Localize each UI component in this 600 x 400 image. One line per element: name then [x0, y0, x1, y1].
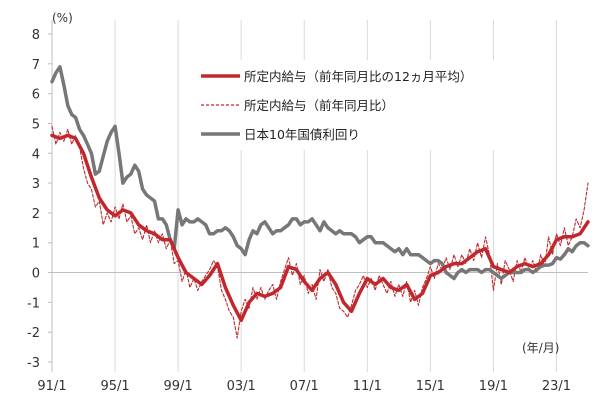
y-tick-label: 0 [32, 267, 40, 282]
series-lines [50, 65, 590, 339]
y-tick-label: 4 [32, 147, 40, 162]
legend: 所定内給与（前年同月比の12ヵ月平均） 所定内給与（前年同月比） 日本10年国債… [195, 60, 510, 150]
x-tick-label: 07/1 [290, 379, 319, 394]
x-tick-label: 23/1 [542, 379, 571, 394]
series-line-yoy [51, 125, 589, 339]
y-tick-label: 3 [32, 177, 40, 192]
x-tick-label: 15/1 [416, 379, 445, 394]
y-tick-label: 6 [32, 88, 40, 103]
y-tick-label: 1 [32, 237, 40, 252]
legend-background [195, 60, 510, 150]
y-tick-label: -3 [27, 356, 40, 371]
legend-label-avg: 所定内給与（前年同月比の12ヵ月平均） [244, 69, 472, 84]
y-tick-label: 5 [32, 117, 40, 132]
y-tick-label: -2 [27, 326, 40, 341]
x-tick-label: 99/1 [164, 379, 193, 394]
y-tick-label: 8 [32, 28, 40, 43]
y-tick-label: 2 [32, 207, 40, 222]
y-tick-label: -1 [27, 296, 40, 311]
y-axis-unit: (%) [52, 11, 73, 25]
x-tick-label: 11/1 [353, 379, 382, 394]
series-line-jgb-10y [50, 65, 590, 281]
x-tick-label: 03/1 [227, 379, 256, 394]
x-axis-unit: (年/月) [522, 341, 559, 355]
legend-label-jgb: 日本10年国債利回り [244, 127, 360, 142]
x-tick-label: 91/1 [37, 379, 66, 394]
x-tick-label: 95/1 [100, 379, 129, 394]
series-line-12m-average [50, 133, 590, 323]
y-tick-label: 7 [32, 58, 40, 73]
axes: 91/1 95/1 99/1 03/1 07/1 11/1 15/1 19/1 23/1 -3 -2… [27, 20, 588, 394]
legend-label-yoy: 所定内給与（前年同月比） [244, 98, 394, 113]
x-tick-label: 19/1 [479, 379, 508, 394]
